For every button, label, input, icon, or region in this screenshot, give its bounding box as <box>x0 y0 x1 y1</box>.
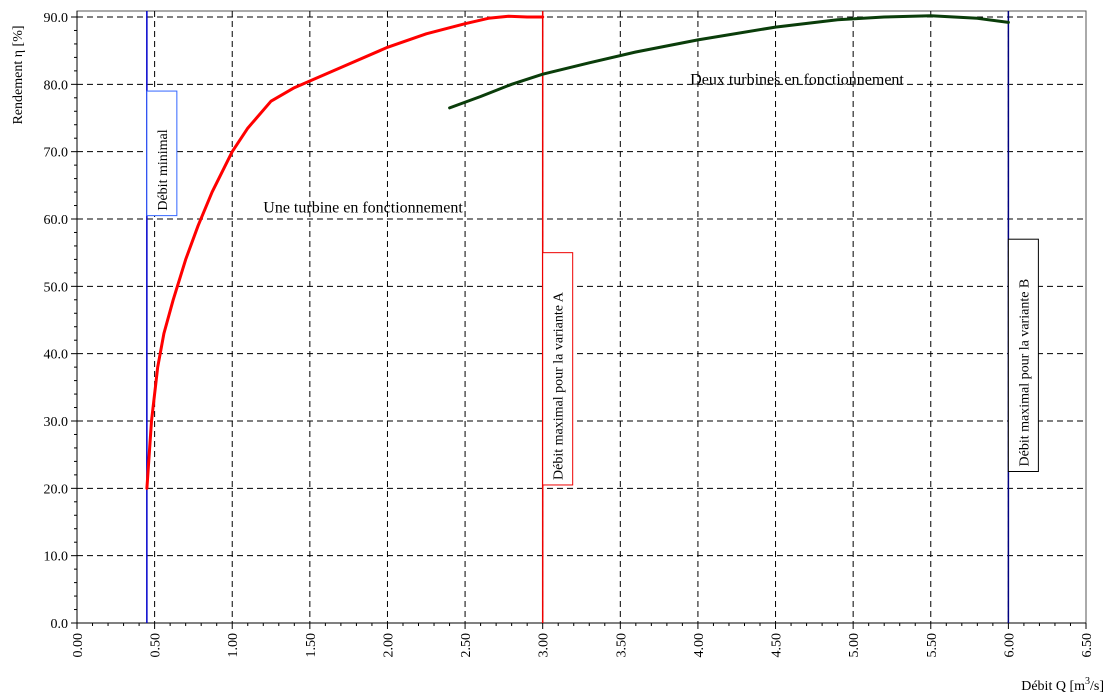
annotation-text: Une turbine en fonctionnement <box>263 199 463 216</box>
y-tick-label: 40.0 <box>44 348 69 363</box>
y-tick-label: 90.0 <box>44 11 69 26</box>
reference-line-label: Débit maximal pour la variante A <box>552 291 567 480</box>
y-tick-label: 10.0 <box>44 550 69 565</box>
x-tick-label: 2.50 <box>459 633 474 658</box>
reference-line-label: Débit minimal <box>156 129 171 210</box>
x-tick-label: 3.50 <box>614 633 629 658</box>
y-tick-label: 30.0 <box>44 415 69 430</box>
axis-ticks: 0.00 0.50 1.00 1.50 2.00 2.50 3.00 3.50 4.00 4.50… <box>44 11 1095 658</box>
reference-label-box <box>146 90 178 217</box>
axis-labels: Rendement η [%] Débit Q [m3/s] <box>11 25 1104 694</box>
x-axis-title: Débit Q [m3/s] <box>1021 676 1104 694</box>
y-tick-label: 20.0 <box>44 482 69 497</box>
y-tick-label: 50.0 <box>44 280 69 295</box>
series-line <box>145 14 545 490</box>
x-tick-label: 5.00 <box>847 633 862 658</box>
x-tick-label: 1.00 <box>226 633 241 658</box>
x-tick-label: 5.50 <box>925 633 940 658</box>
annotations: Une turbine en fonctionnement Deux turbin… <box>263 71 904 216</box>
x-tick-label: 1.50 <box>304 633 319 658</box>
x-tick-label: 6.00 <box>1002 633 1017 658</box>
plot-area <box>76 10 1087 624</box>
annotation-text: Deux turbines en fonctionnement <box>690 71 904 88</box>
y-tick-label: 60.0 <box>44 213 69 228</box>
x-tick-label: 4.00 <box>692 633 707 658</box>
x-tick-label: 4.50 <box>770 633 785 658</box>
reference-line-label: Débit maximal pour la variante B <box>1017 279 1032 467</box>
series-line <box>448 14 1010 110</box>
reference-label-box <box>542 252 574 486</box>
reference-lines: Débit minimal Débit maximal pour la varia… <box>146 11 1039 623</box>
x-tick-label: 0.00 <box>71 633 86 658</box>
y-axis-title: Rendement η [%] <box>11 25 26 124</box>
x-tick-label: 3.00 <box>537 633 552 658</box>
reference-label-box <box>1007 238 1039 472</box>
y-tick-label: 80.0 <box>44 78 69 93</box>
x-tick-label: 6.50 <box>1080 633 1095 658</box>
x-tick-label: 2.00 <box>381 633 396 658</box>
y-tick-label: 70.0 <box>44 146 69 161</box>
x-tick-label: 0.50 <box>149 633 164 658</box>
series-lines <box>145 14 1010 490</box>
y-tick-label: 0.0 <box>51 617 69 632</box>
